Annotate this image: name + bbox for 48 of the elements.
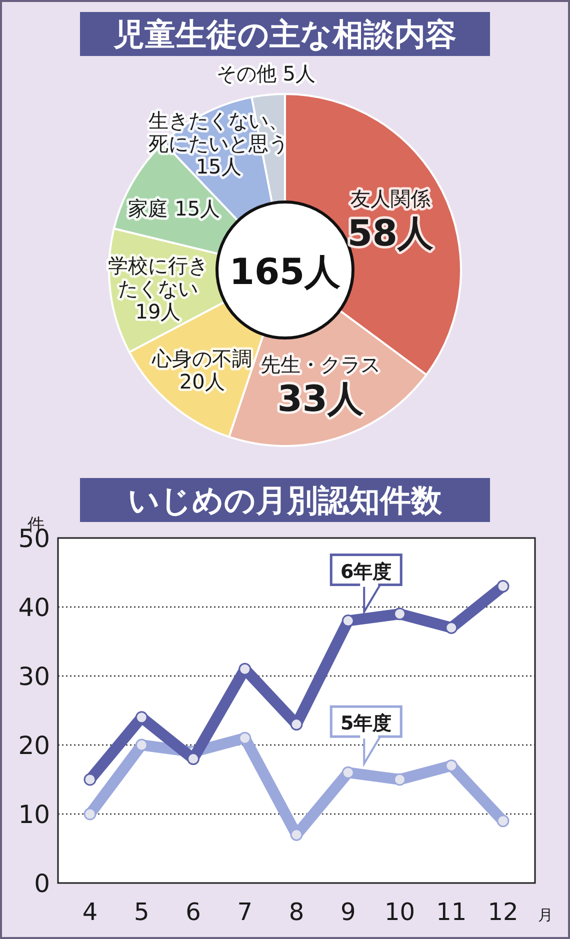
slice-label: 先生・クラス bbox=[260, 352, 380, 376]
point bbox=[394, 608, 406, 620]
data-label: 33人 bbox=[277, 379, 364, 420]
slice-label: 心身の不調 bbox=[151, 346, 252, 371]
point bbox=[238, 662, 252, 676]
series-label: 6年度 bbox=[340, 560, 392, 583]
text: 165人 bbox=[229, 252, 341, 293]
point bbox=[290, 718, 303, 731]
y-tick-label: 0 bbox=[34, 869, 50, 898]
slice-label: 友人関係 bbox=[350, 186, 430, 211]
point bbox=[84, 808, 96, 820]
series-label: 5年度 bbox=[340, 712, 392, 735]
data-label: 19人 bbox=[135, 299, 181, 324]
slice-label: 生きたくない、死にたいと思う bbox=[148, 108, 289, 156]
slice-label: 家庭 15人 bbox=[128, 196, 220, 220]
point bbox=[187, 752, 200, 766]
point bbox=[342, 614, 354, 628]
x-tick-label: 12 bbox=[488, 898, 518, 926]
y-tick-label: 30 bbox=[18, 662, 50, 691]
point bbox=[342, 766, 354, 779]
point bbox=[135, 711, 148, 724]
x-tick-label: 8 bbox=[288, 898, 304, 926]
data-label: 58人 bbox=[347, 214, 434, 255]
x-tick-label: 6 bbox=[186, 898, 201, 926]
y-tick-label: 40 bbox=[18, 593, 50, 622]
point bbox=[135, 738, 148, 752]
data-label: 20人 bbox=[179, 370, 225, 394]
data-label: 15人 bbox=[196, 154, 242, 179]
x-tick-label: 5 bbox=[134, 898, 150, 926]
slice-label: その他 5人 bbox=[216, 61, 316, 86]
point bbox=[445, 621, 458, 634]
x-axis-title: 月 bbox=[538, 906, 553, 924]
point bbox=[238, 732, 252, 744]
point bbox=[496, 814, 510, 828]
slice-label: 学校に行きたくない bbox=[108, 253, 208, 300]
x-tick-label: 10 bbox=[384, 898, 416, 926]
y-tick-label: 20 bbox=[18, 731, 50, 760]
chart-title: 児童生徒の主な相談内容 bbox=[112, 17, 456, 53]
point bbox=[84, 773, 96, 786]
point bbox=[445, 759, 458, 772]
x-tick-label: 7 bbox=[237, 898, 253, 926]
point bbox=[394, 773, 406, 786]
y-tick-label: 10 bbox=[18, 800, 50, 829]
point bbox=[496, 580, 510, 593]
x-tick-label: 4 bbox=[82, 898, 98, 926]
x-tick-label: 9 bbox=[340, 898, 356, 926]
x-tick-label: 11 bbox=[436, 898, 467, 926]
chart-title: いじめの月別認知件数 bbox=[128, 483, 443, 519]
